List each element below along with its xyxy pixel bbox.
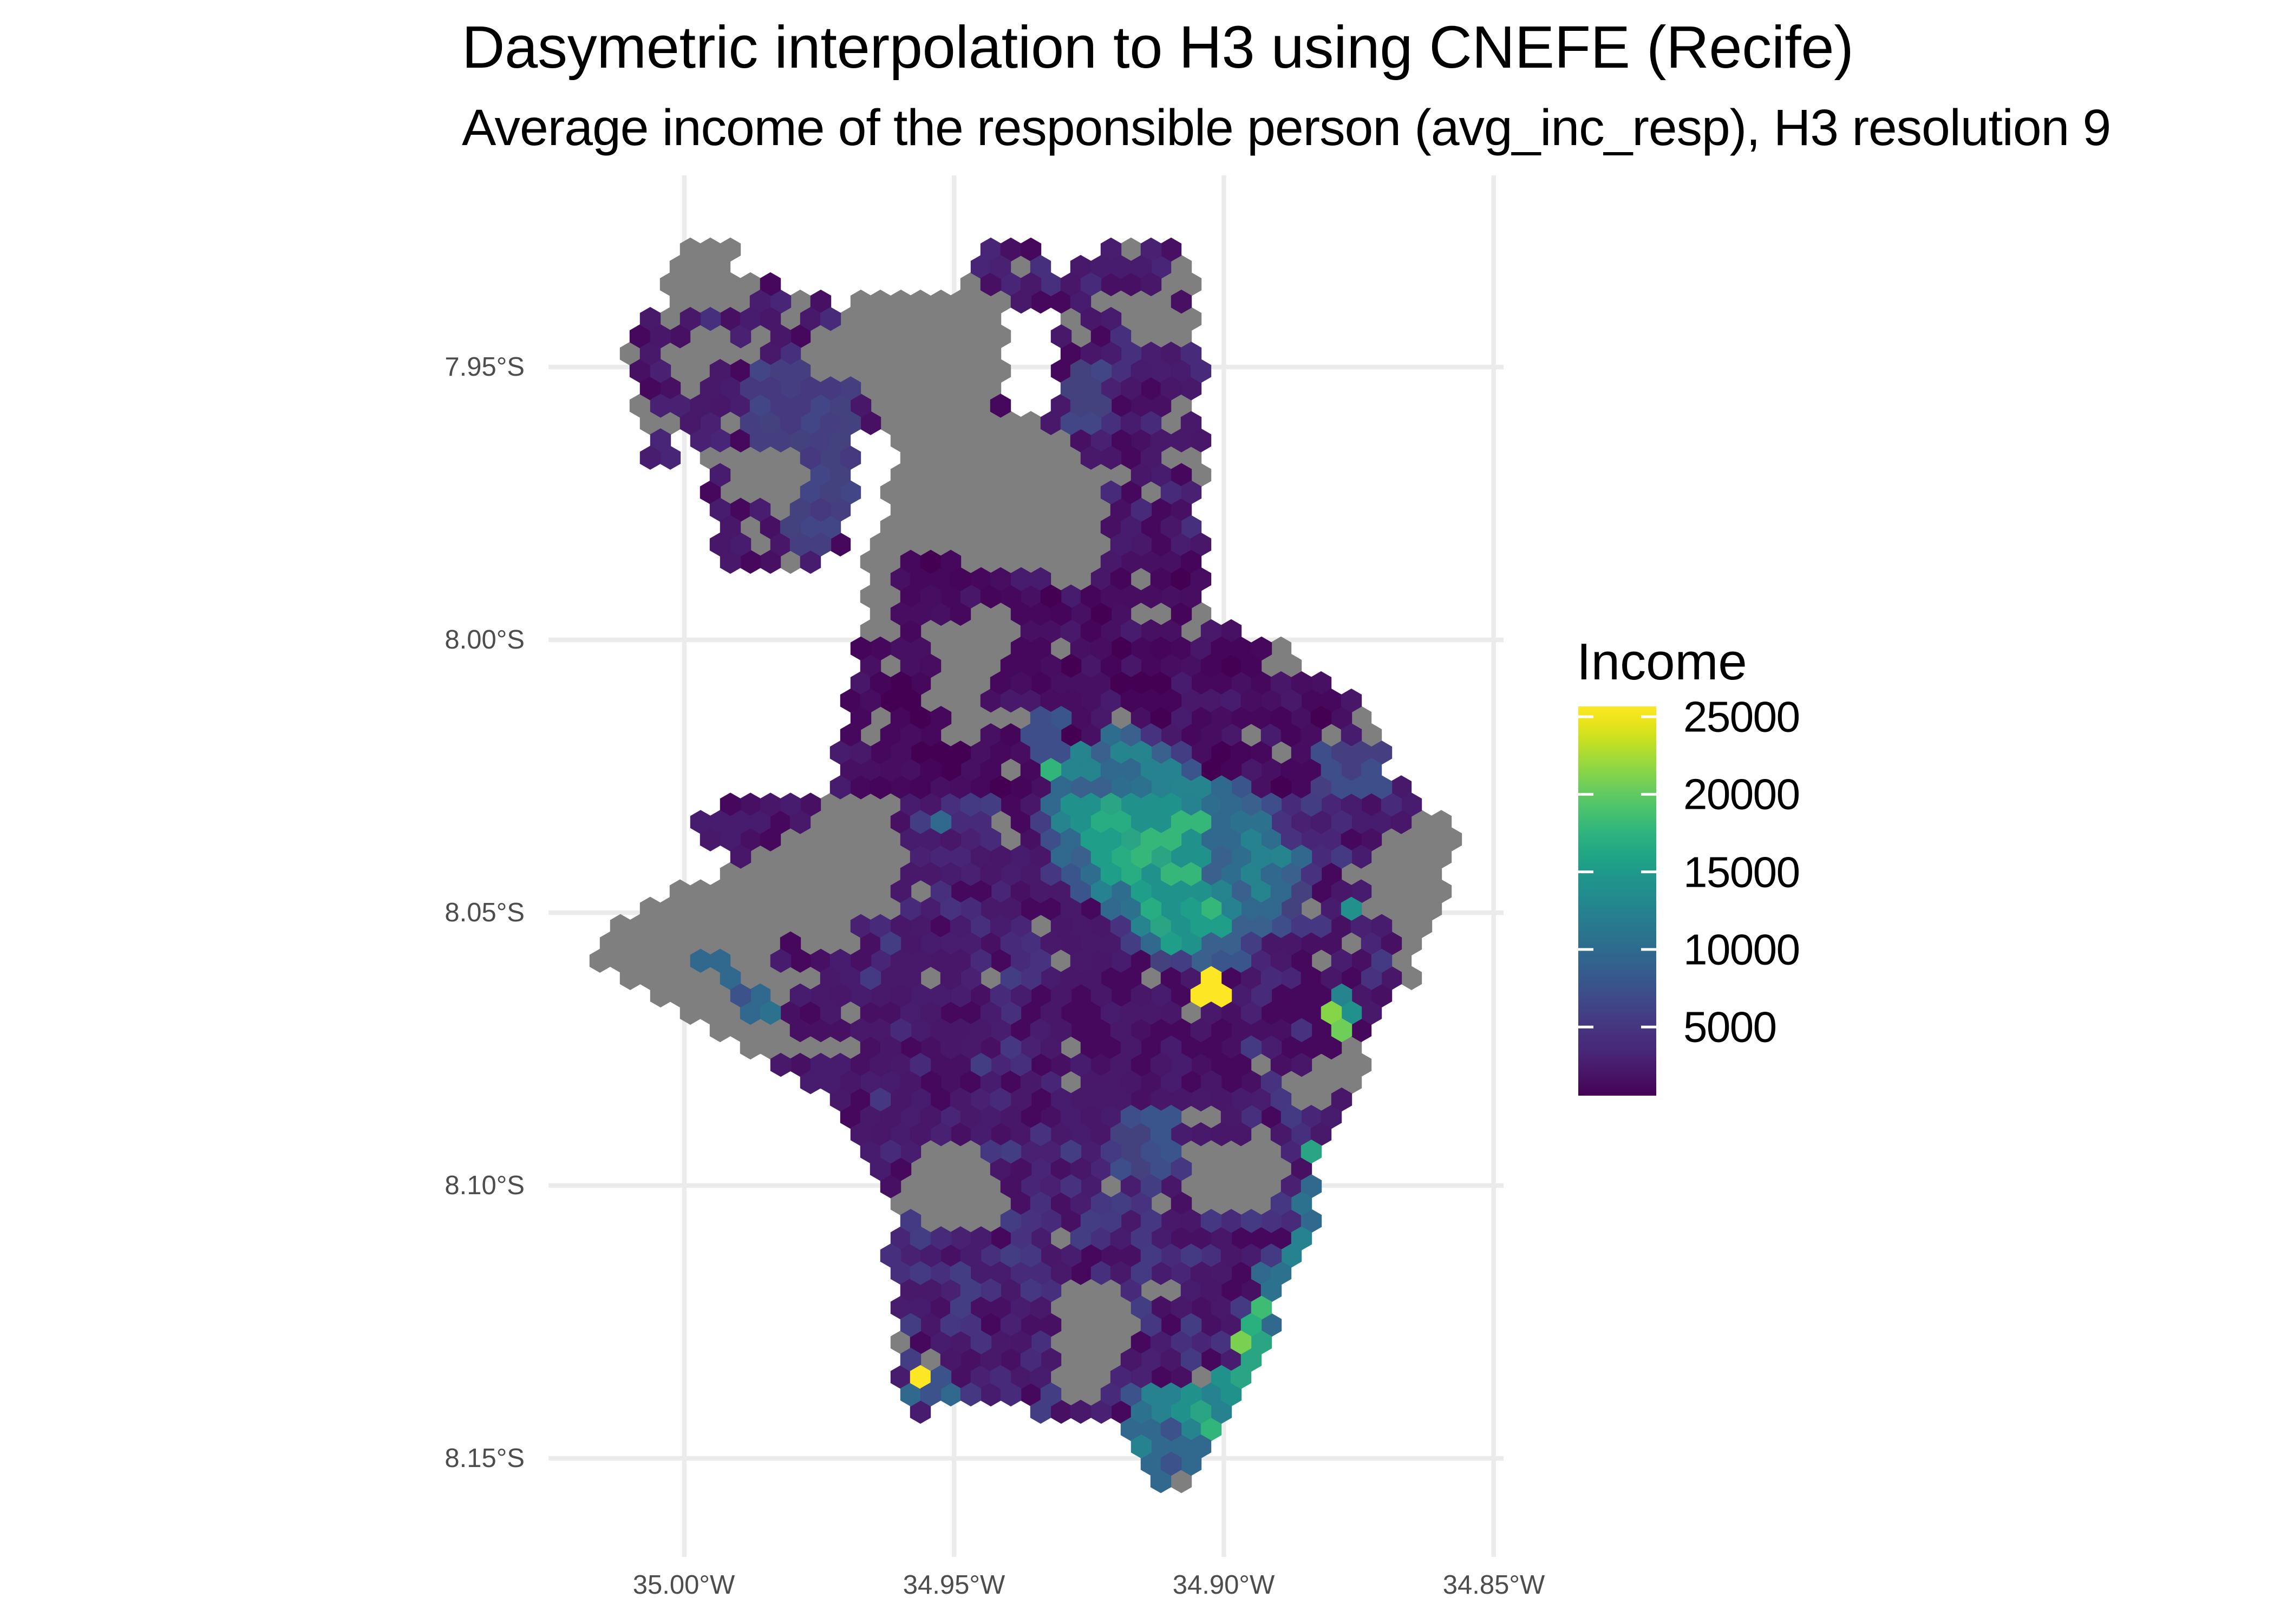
svg-text:7.95°S: 7.95°S [445, 352, 525, 382]
svg-text:8.15°S: 8.15°S [445, 1444, 525, 1473]
svg-text:Dasymetric interpolation to H3: Dasymetric interpolation to H3 using CNE… [462, 14, 1854, 81]
svg-text:15000: 15000 [1683, 848, 1799, 896]
svg-text:8.00°S: 8.00°S [445, 625, 525, 654]
svg-text:35.00°W: 35.00°W [633, 1570, 735, 1600]
svg-text:34.85°W: 34.85°W [1443, 1570, 1545, 1600]
svg-text:8.10°S: 8.10°S [445, 1171, 525, 1200]
svg-text:Average income of the responsi: Average income of the responsible person… [462, 99, 2110, 156]
svg-text:20000: 20000 [1683, 770, 1799, 818]
svg-text:10000: 10000 [1683, 926, 1799, 974]
svg-text:34.95°W: 34.95°W [903, 1570, 1005, 1600]
svg-text:25000: 25000 [1683, 693, 1799, 741]
svg-text:34.90°W: 34.90°W [1173, 1570, 1275, 1600]
svg-text:8.05°S: 8.05°S [445, 898, 525, 927]
svg-text:5000: 5000 [1683, 1003, 1776, 1051]
svg-text:Income: Income [1577, 633, 1747, 691]
